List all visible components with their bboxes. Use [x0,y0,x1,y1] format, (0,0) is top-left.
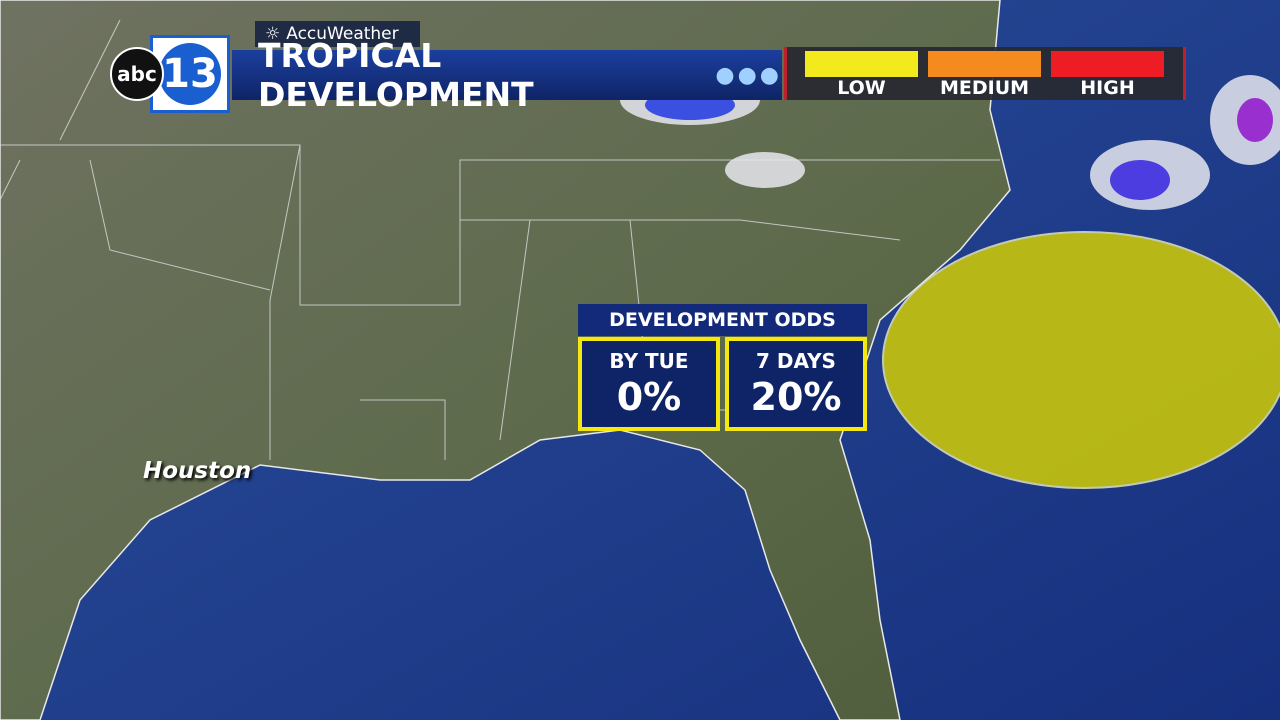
legend-label: MEDIUM [939,77,1030,99]
odds-label: BY TUE [609,349,689,373]
brand: AccuWeather [286,24,399,44]
dots-icon: ●●● [715,62,782,88]
odds-label: 7 DAYS [756,349,836,373]
logo-network: abc [110,47,164,101]
odds-title: DEVELOPMENT ODDS [578,304,867,336]
development-area [882,231,1280,489]
legend-swatch [928,51,1041,77]
legend-label: HIGH [1080,77,1135,99]
odds-value: 0% [616,375,682,419]
brand-tab: ☼ AccuWeather [255,21,420,47]
city-label: Houston [143,458,252,484]
title-bar: TROPICAL DEVELOPMENT ●●● [232,36,782,114]
channel-number: 13 [159,43,221,105]
odds-cell: BY TUE 0% [578,337,720,431]
title: TROPICAL DEVELOPMENT [258,36,534,114]
legend-swatch [1051,51,1164,77]
legend: LOW MEDIUM HIGH [784,47,1186,100]
sun-icon: ☼ [265,24,281,44]
state-borders [0,19,1000,460]
odds-cell: 7 DAYS 20% [725,337,867,431]
odds-value: 20% [750,375,842,419]
legend-swatch [805,51,918,77]
legend-label: LOW [837,77,886,99]
